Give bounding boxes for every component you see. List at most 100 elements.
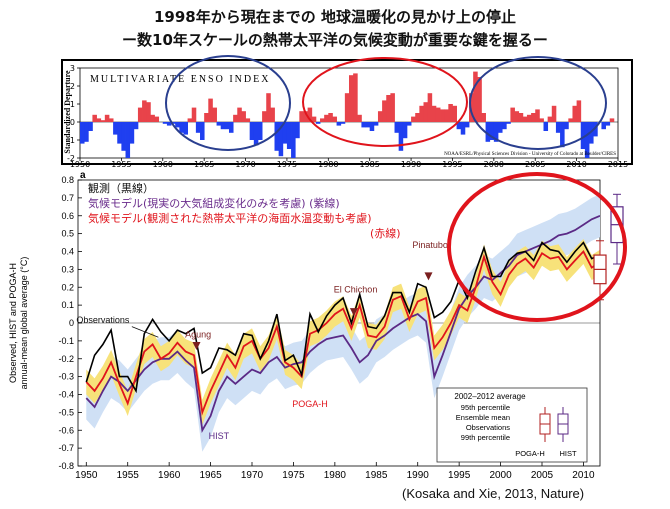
enso-bar	[514, 111, 520, 122]
enso-bar	[237, 107, 242, 122]
enso-bar	[473, 71, 478, 122]
enso-plot-area	[79, 67, 619, 159]
temp-ytick-label: 0.2	[61, 282, 74, 292]
temp-ytick-label: 0.4	[61, 247, 74, 257]
enso-bar	[328, 113, 333, 122]
enso-bar	[137, 107, 143, 122]
enso-bar	[572, 105, 578, 122]
enso-xtick-label: 1960	[153, 160, 173, 169]
temp-ylabel-line: annual-mean global average (°C)	[19, 257, 29, 390]
poga-spread-band	[86, 238, 601, 425]
enso-xtick-label: 2010	[566, 160, 586, 169]
volcano-marker	[349, 308, 358, 317]
enso-bar	[402, 122, 408, 139]
temp-ytick-label: -0.1	[58, 336, 74, 346]
enso-bar	[609, 118, 615, 122]
enso-bar	[522, 116, 528, 122]
page-title-line1: 1998年から現在までの 地球温暖化の見かけ上の停止	[154, 8, 516, 26]
temp-xtick-label: 1970	[241, 470, 264, 481]
enso-bar	[315, 122, 321, 124]
enso-ytick-label: -2	[67, 154, 75, 163]
enso-xtick-label: 1950	[70, 160, 90, 169]
temp-ytick-label: -0.7	[58, 443, 74, 453]
enso-ytick-label: -1	[67, 136, 75, 145]
temp-ytick-label: 0.8	[61, 175, 74, 185]
enso-bar	[576, 100, 582, 122]
enso-bar	[220, 122, 226, 130]
enso-xtick-label: 1970	[235, 160, 255, 169]
inset-legend-label: 95th percentile	[461, 403, 510, 412]
temp-ytick-label: 0.5	[61, 229, 74, 239]
enso-bar	[179, 122, 184, 133]
annotation-pogah: POGA-H	[292, 399, 328, 409]
enso-bar	[117, 122, 122, 144]
enso-bar	[257, 122, 263, 140]
enso-bar	[601, 122, 606, 130]
enso-bar	[349, 75, 354, 122]
temp-xtick-label: 1965	[199, 470, 222, 481]
enso-bar	[88, 122, 93, 131]
inset-legend-title: 2002–2012 average	[454, 392, 526, 401]
annotation-observations-pointer	[131, 326, 159, 338]
enso-bar	[274, 122, 280, 151]
enso-bar	[415, 113, 420, 122]
enso-xtick-label: 1975	[277, 160, 297, 169]
enso-bar	[224, 122, 230, 130]
enso-bar	[113, 122, 118, 135]
enso-bar	[104, 114, 110, 122]
enso-ytick-label: 2	[70, 82, 75, 91]
enso-xtick-label: 1965	[194, 160, 214, 169]
series-line-hist	[85, 214, 601, 434]
enso-bar	[228, 122, 234, 133]
legend-text-3: (赤線)	[370, 226, 401, 240]
enso-bar	[373, 122, 379, 126]
enso-bar	[282, 122, 288, 144]
enso-bar	[324, 114, 329, 122]
inset-legend-label: Ensemble mean	[456, 413, 510, 422]
enso-xtick-label: 2015	[608, 160, 628, 169]
enso-bar	[489, 122, 495, 140]
temp-ytick-label: 0.1	[61, 300, 74, 310]
enso-bar	[493, 122, 499, 142]
enso-xtick-label: 1985	[360, 160, 380, 169]
enso-bar	[361, 122, 366, 128]
enso-bar	[560, 122, 565, 148]
temp-ytick-label: -0.4	[58, 390, 74, 400]
enso-ytick-label: 1	[70, 100, 75, 109]
enso-bar	[535, 109, 540, 122]
enso-bar	[171, 122, 176, 124]
enso-credit: NOAA/ESRL/Physical Sciences Division - U…	[444, 152, 616, 157]
enso-bar	[435, 107, 441, 122]
enso-ytick-label: 0	[70, 118, 75, 127]
enso-bar	[605, 122, 611, 126]
enso-bar	[92, 114, 97, 122]
enso-bar	[353, 73, 358, 122]
enso-bar	[166, 122, 172, 126]
enso-bar	[80, 122, 85, 144]
enso-bar	[564, 122, 569, 130]
enso-bar	[448, 104, 453, 122]
temp-ytick-label: 0	[69, 318, 74, 328]
enso-bar	[464, 122, 470, 128]
enso-cool-phase-ellipse-2	[469, 56, 607, 150]
enso-bar	[191, 107, 197, 122]
enso-bar	[390, 93, 395, 122]
enso-bar	[307, 107, 313, 122]
inset-box-label: HIST	[559, 449, 577, 458]
temp-xtick-label: 2010	[572, 470, 595, 481]
enso-title: MULTIVARIATE ENSO INDEX	[90, 74, 270, 85]
temp-ytick-label: 0.3	[61, 264, 74, 274]
enso-bar	[526, 114, 532, 122]
enso-bar	[456, 122, 462, 130]
legend-text-0: 観測（黒線）	[88, 181, 154, 195]
enso-bar	[208, 98, 213, 122]
enso-bar	[444, 109, 449, 122]
annotation-observations: Observations	[76, 315, 130, 325]
enso-bar	[195, 122, 201, 133]
temp-ytick-label: -0.2	[58, 354, 74, 364]
enso-bar	[411, 116, 416, 122]
legend-text-1: 気候モデル(現実の大気組成変化のみを考慮) (紫線)	[88, 196, 340, 210]
temp-ytick-label: 0.6	[61, 211, 74, 221]
enso-bar	[543, 122, 549, 131]
enso-xtick-label: 1980	[318, 160, 338, 169]
